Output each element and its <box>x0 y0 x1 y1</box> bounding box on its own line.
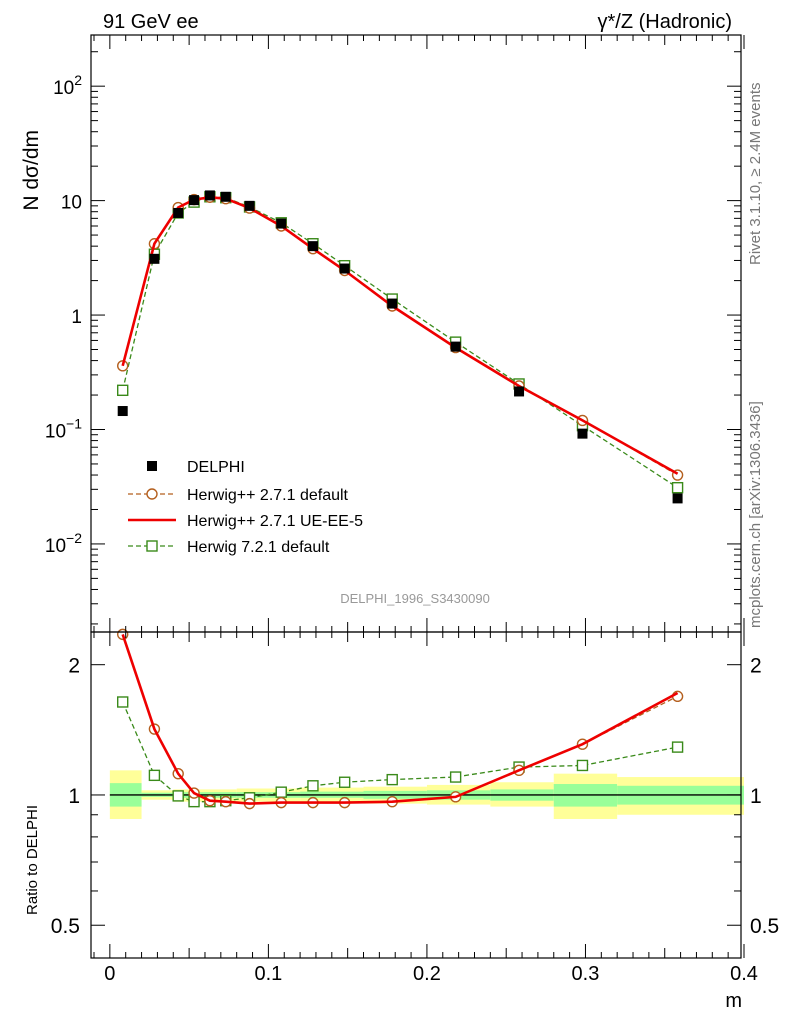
analysis-watermark: DELPHI_1996_S3430090 <box>340 591 490 606</box>
legend-marker <box>146 540 158 552</box>
ratio-herwig-7-2-1-default-point <box>275 786 287 798</box>
x-tick-label: 0.4 <box>730 963 758 985</box>
main-herwig-2-7-1-ue-ee-5-line <box>121 195 679 475</box>
ratio-herwig-7-2-1-default-point <box>172 790 184 802</box>
x-tick-label: 0.1 <box>254 963 282 985</box>
rivet-version-label: Rivet 3.1.10, ≥ 2.4M events <box>747 83 764 266</box>
main-y-tick-label: 10 <box>61 193 82 214</box>
ratio-herwig-7-2-1-default-point <box>117 696 129 708</box>
ratio-herwig-7-2-1-default-point <box>307 780 319 792</box>
ratio-herwig-7-2-1-default-point <box>449 771 462 783</box>
main-delphi-point <box>173 207 184 218</box>
main-delphi-point <box>450 341 461 352</box>
main-y-axis-label: N dσ/dm <box>20 130 43 211</box>
main-delphi-point <box>577 428 588 439</box>
main-delphi-point <box>387 298 398 309</box>
main-delphi-point <box>244 200 255 211</box>
main-y-tick-label: 1 <box>71 307 82 328</box>
ratio-herwig-7-2-1-default-point <box>338 776 351 788</box>
main-herwig-7-2-1-default-point <box>671 482 684 494</box>
x-tick-label: 0 <box>104 963 115 985</box>
main-delphi-point <box>149 253 160 264</box>
plot-frames: 102 10 1 10−1 10−2 2 2 1 1 0.5 0.5 0 0.1 0.2 0.3 0.4 <box>45 34 779 985</box>
legend-marker <box>147 461 157 471</box>
legend-label: Herwig 7.2.1 default <box>187 539 330 556</box>
legend-marker <box>146 488 158 500</box>
ratio-y-tick-label-right: 1 <box>750 785 762 808</box>
energy-label: 91 GeV ee <box>103 11 199 33</box>
ratio-y-tick-label-left: 2 <box>68 655 80 678</box>
ratio-herwig-7-2-1-default-point <box>148 769 161 782</box>
ratio-y-tick-label-right: 2 <box>750 655 762 678</box>
main-y-tick-label: 10−1 <box>45 415 82 442</box>
ratio-herwig-7-2-1-default-point <box>386 773 398 786</box>
ratio-herwig-7-2-1-default-point <box>576 759 589 772</box>
legend-label: Herwig++ 2.7.1 UE-EE-5 <box>187 513 363 530</box>
ratio-y-tick-label-right: 0.5 <box>750 915 779 938</box>
main-delphi-point <box>339 263 350 274</box>
main-delphi-point <box>220 191 231 202</box>
ratio-y-tick-label-left: 0.5 <box>51 915 80 938</box>
main-y-tick-label: 10−2 <box>45 530 82 557</box>
ratio-y-tick-label-left: 1 <box>68 785 80 808</box>
ratio-herwig-2-7-1-ue-ee-5-line <box>121 633 679 805</box>
ratio-y-axis-label: Ratio to DELPHI <box>24 805 41 915</box>
process-label: γ*/Z (Hadronic) <box>598 11 732 33</box>
ratio-herwig-7-2-1-default-point <box>671 741 684 753</box>
legend-label: DELPHI <box>187 459 245 476</box>
main-delphi-point <box>672 493 683 504</box>
main-plot-area <box>117 190 684 504</box>
legend-label: Herwig++ 2.7.1 default <box>187 487 349 504</box>
x-tick-label: 0.3 <box>572 963 600 985</box>
mcplots-reference-label: mcplots.cern.ch [arXiv:1306.3436] <box>747 401 764 628</box>
main-delphi-point <box>307 241 318 252</box>
main-y-tick-label: 102 <box>53 72 82 99</box>
main-delphi-point <box>514 386 525 397</box>
main-delphi-point <box>117 406 128 417</box>
main-delphi-point <box>276 218 287 229</box>
legend: DELPHI Herwig++ 2.7.1 default Herwig++ 2.7… <box>128 459 363 556</box>
x-axis-label: m <box>725 990 742 1012</box>
main-delphi-point <box>204 190 215 201</box>
x-tick-label: 0.2 <box>413 963 441 985</box>
main-herwig-7-2-1-default-point <box>117 384 129 397</box>
main-herwig-2-7-1-default-line <box>122 196 678 476</box>
main-herwig-7-2-1-default-line <box>122 196 678 489</box>
main-delphi-point <box>189 195 200 206</box>
ratio-uncertainty-bands <box>109 770 744 819</box>
